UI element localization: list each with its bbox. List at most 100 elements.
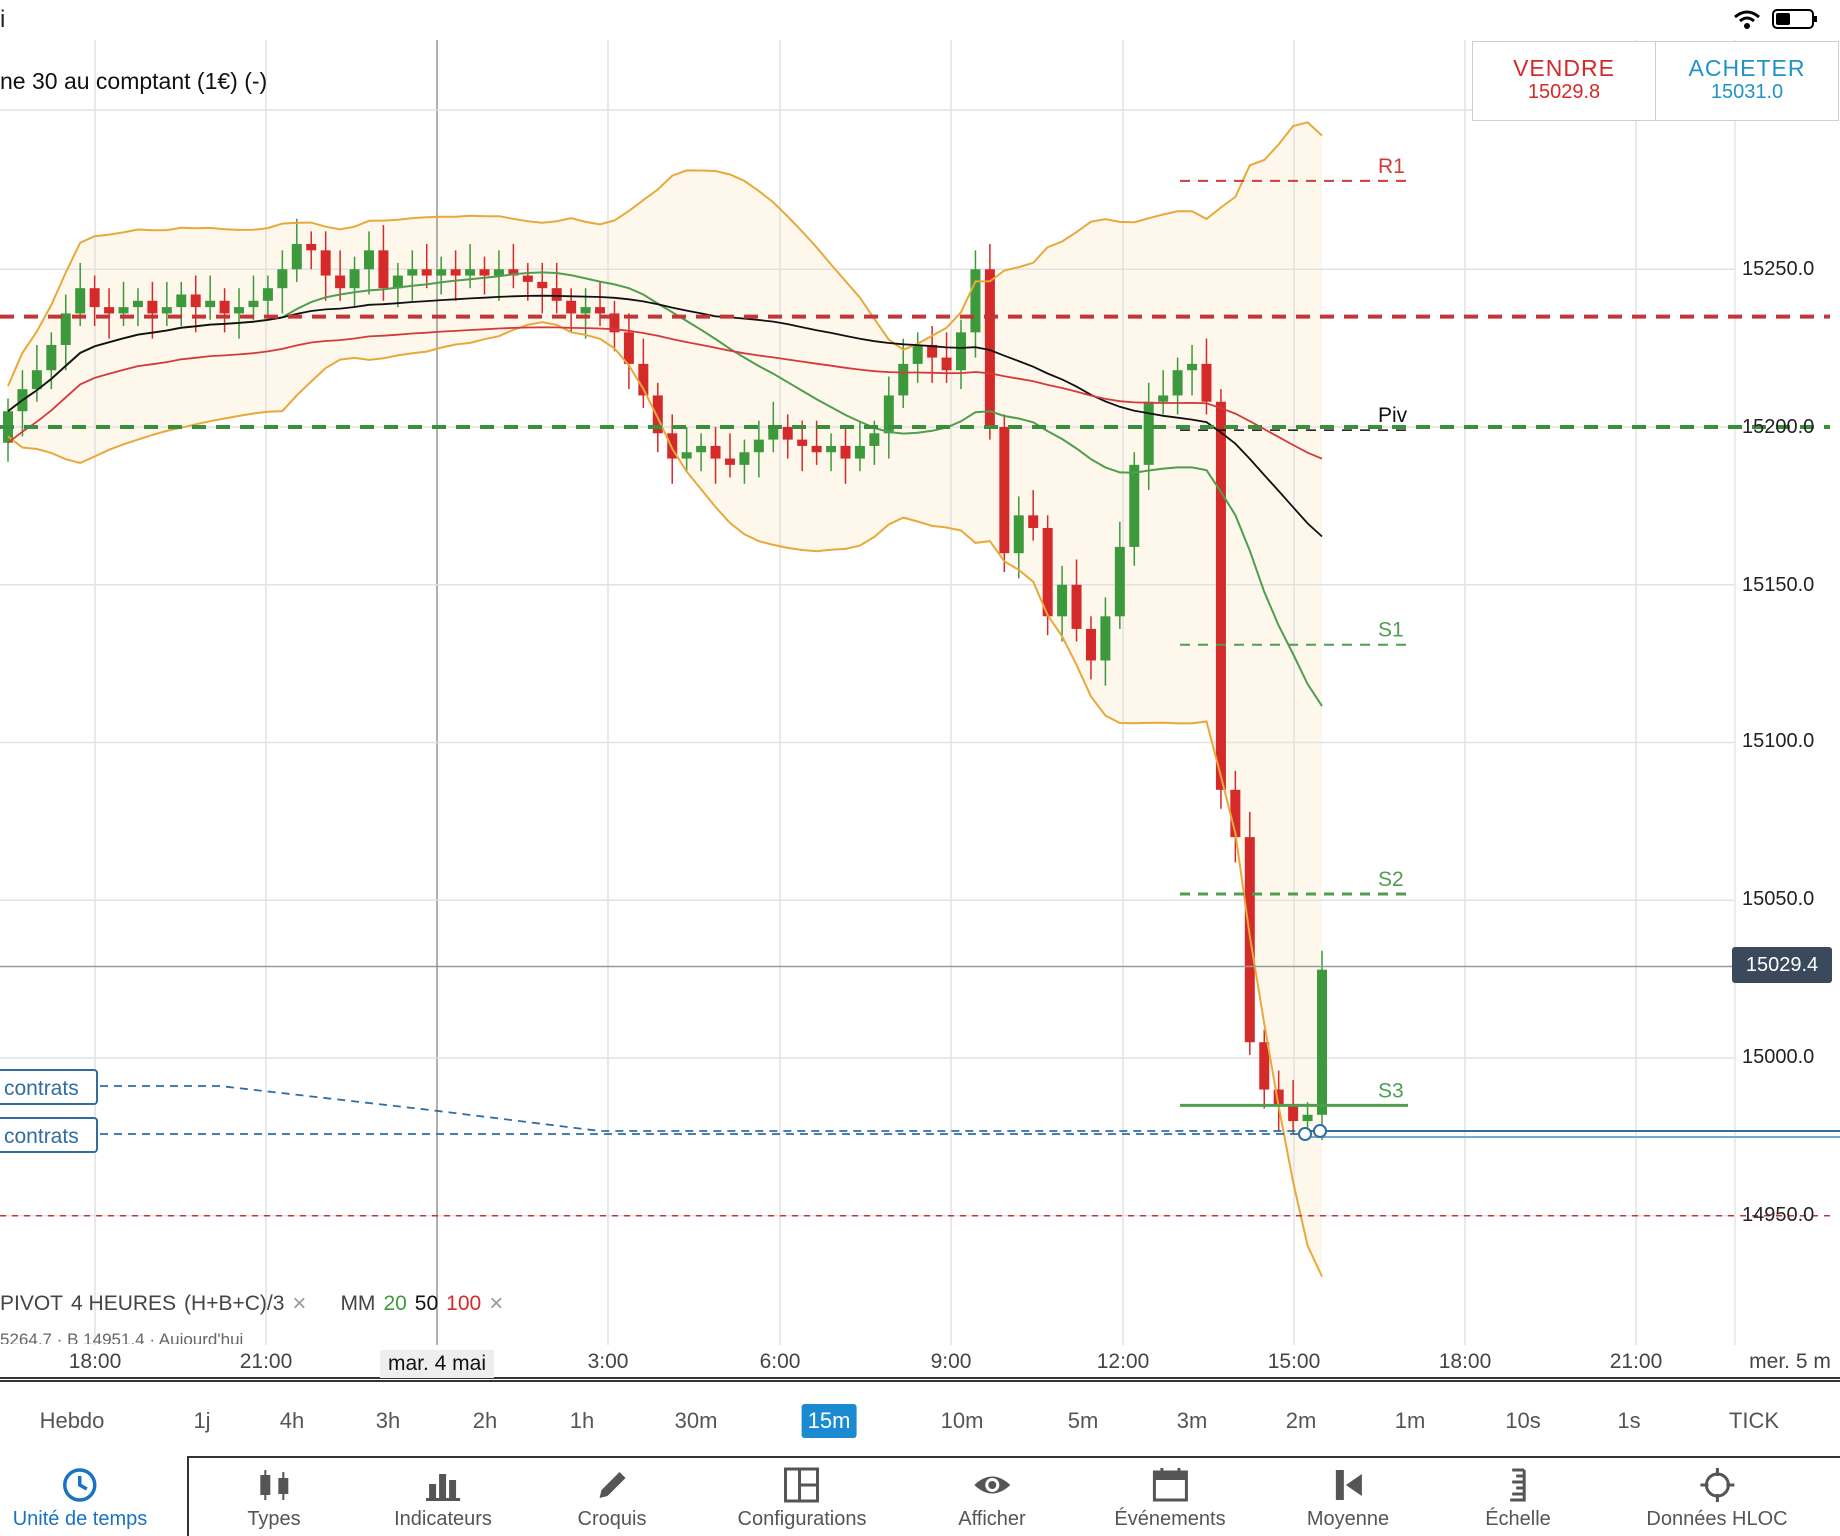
pivot-label: S2 — [1378, 868, 1404, 891]
sketch-button[interactable]: Croquis — [578, 1466, 646, 1531]
buy-button[interactable]: ACHETER 15031.0 — [1655, 42, 1838, 120]
candle-body — [349, 269, 360, 289]
candle-body — [667, 433, 678, 459]
timeframe-2h[interactable]: 2h — [472, 1408, 498, 1433]
timeframe-1h[interactable]: 1h — [569, 1408, 595, 1433]
candle-body — [493, 269, 504, 276]
candle-body — [1071, 584, 1082, 629]
candle-body — [118, 307, 129, 314]
remove-pivot-icon[interactable]: × — [292, 1290, 307, 1317]
bar-chart-icon — [426, 1474, 460, 1501]
events-label: Événements — [1114, 1508, 1226, 1530]
candle-body — [840, 445, 851, 459]
time-tick-label: 21:00 — [1609, 1350, 1663, 1373]
time-tick-label: 12:00 — [1096, 1350, 1150, 1373]
candle-body — [219, 300, 230, 314]
candle-body — [291, 244, 302, 270]
candle-body — [927, 344, 938, 358]
candle-body — [999, 427, 1010, 554]
timeframe-5m[interactable]: 5m — [1067, 1408, 1099, 1433]
ma50-line — [7, 294, 1323, 538]
candle-body — [262, 288, 273, 301]
price-tick-label: 15000.0 — [1742, 1046, 1815, 1068]
ma50-label: 50 — [414, 1292, 439, 1315]
time-unit-label: Unité de temps — [12, 1508, 148, 1530]
timeframe-10s[interactable]: 10s — [1505, 1408, 1541, 1433]
timeframe-1j[interactable]: 1j — [193, 1408, 211, 1433]
candle-body — [638, 363, 649, 396]
timeframe-10m[interactable]: 10m — [940, 1408, 984, 1433]
candle-body — [75, 288, 86, 314]
candle-body — [1230, 789, 1241, 838]
pivot-label: R1 — [1378, 155, 1405, 178]
pivot-label: S3 — [1378, 1079, 1404, 1102]
candle-body — [739, 452, 750, 465]
candle-body — [479, 269, 490, 276]
candle-body — [1259, 1042, 1270, 1090]
candle-body — [1302, 1114, 1313, 1122]
scale-label: Échelle — [1485, 1508, 1551, 1530]
hloc-data-label: Données HLOC — [1646, 1508, 1788, 1530]
candle-body — [205, 300, 216, 308]
candle-body — [696, 445, 707, 453]
candle-body — [234, 307, 245, 314]
indicator-values: 5264,7 · B 14951,4 · Aujourd'hui — [0, 1330, 244, 1344]
status-bar-text: i — [0, 6, 6, 33]
display-button[interactable]: Afficher — [958, 1466, 1026, 1531]
sell-price: 15029.8 — [1527, 81, 1601, 103]
timeframe-1s[interactable]: 1s — [1617, 1408, 1641, 1433]
timeframe-2m[interactable]: 2m — [1285, 1408, 1317, 1433]
price-chart[interactable]: R1 Piv S1 S2 S3 — [0, 0, 1840, 1380]
time-tick-label: 18:00 — [68, 1350, 122, 1373]
order-tag-1[interactable]: contrats — [0, 1069, 98, 1105]
remove-ma-icon[interactable]: × — [489, 1290, 504, 1317]
timeframe-3m[interactable]: 3m — [1176, 1408, 1208, 1433]
candle-body — [537, 281, 548, 289]
timeframe-4h[interactable]: 4h — [279, 1408, 305, 1433]
buy-label: ACHETER — [1688, 55, 1806, 81]
candle-body — [956, 332, 967, 371]
timeframe-3h[interactable]: 3h — [375, 1408, 401, 1433]
indicators-button[interactable]: Indicateurs — [394, 1466, 492, 1531]
timeframe-tick[interactable]: TICK — [1728, 1408, 1780, 1433]
order-handle — [1298, 1127, 1312, 1141]
events-button[interactable]: Événements — [1114, 1466, 1226, 1531]
candle-body — [436, 269, 447, 276]
order-line-1 — [100, 1085, 1330, 1132]
order-tag-2[interactable]: contrats — [0, 1117, 98, 1153]
bottom-toolbar: Unité de temps Types Indicateurs Croquis… — [0, 1456, 1840, 1536]
ma100-label: 100 — [446, 1292, 482, 1315]
instrument-title: ne 30 au comptant (1€) (-) — [0, 68, 268, 94]
timeframe-1m[interactable]: 1m — [1394, 1408, 1426, 1433]
timeframe-15m[interactable]: 15m — [801, 1404, 857, 1438]
configurations-button[interactable]: Configurations — [738, 1466, 866, 1531]
candle-body — [826, 445, 837, 453]
candle-body — [176, 294, 187, 308]
candle-body — [248, 300, 259, 308]
candle-body — [132, 300, 143, 308]
candle-body — [811, 445, 822, 453]
current-price-badge: 15029.4 — [1732, 947, 1832, 983]
crosshair-icon — [1700, 1468, 1734, 1502]
candle-body — [854, 445, 865, 459]
types-label: Types — [247, 1508, 301, 1530]
candle-body — [1172, 370, 1183, 396]
candle-body — [753, 439, 764, 453]
eye-icon — [973, 1476, 1010, 1494]
clock-icon — [63, 1468, 97, 1502]
ma20-label: 20 — [383, 1292, 407, 1315]
candle-body — [89, 288, 100, 308]
candle-body — [522, 275, 533, 282]
sell-button[interactable]: VENDRE 15029.8 — [1473, 42, 1655, 120]
types-button[interactable]: Types — [247, 1466, 301, 1531]
scale-button[interactable]: Échelle — [1485, 1466, 1551, 1531]
candle-body — [335, 275, 346, 289]
average-button[interactable]: Moyenne — [1307, 1466, 1389, 1531]
ma-label: MM — [340, 1292, 376, 1315]
candle-body — [1100, 616, 1111, 661]
timeframe-hebdo[interactable]: Hebdo — [39, 1408, 105, 1433]
time-unit-button[interactable]: Unité de temps — [12, 1466, 148, 1531]
pivot-period: 4 HEURES — [71, 1292, 177, 1315]
hloc-data-button[interactable]: Données HLOC — [1646, 1466, 1788, 1531]
timeframe-30m[interactable]: 30m — [674, 1408, 718, 1433]
